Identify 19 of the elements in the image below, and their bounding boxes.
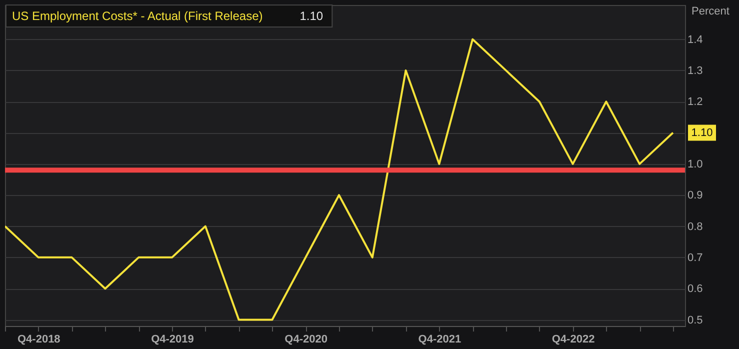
x-tick-label: Q4-2022 [552, 334, 595, 346]
y-tick-label: 0.5 [688, 314, 703, 326]
annotation: 1.10 [300, 9, 324, 23]
x-tick-label: Q4-2020 [284, 334, 328, 346]
x-tick-label: Q4-2021 [418, 334, 462, 346]
y-tick-label: 1.3 [688, 64, 703, 77]
y-tick-label: 1.0 [688, 158, 703, 170]
x-tick-label: Q4-2019 [151, 334, 194, 346]
y-axis-title: Percent [692, 6, 730, 18]
data-label: 1.10 [691, 126, 713, 139]
y-tick-label: 1.2 [688, 96, 703, 108]
y-tick-label: 1.4 [688, 34, 703, 46]
text: US Employment Costs* - Actual (First Release) [12, 9, 263, 23]
x-tick-label: Q4-2018 [17, 334, 60, 346]
line-series [5, 38, 674, 321]
y-tick-label: 0.9 [688, 190, 703, 202]
y-tick-label: 0.6 [688, 283, 703, 296]
y-tick-label: 0.8 [688, 220, 703, 233]
y-tick-label: 0.7 [688, 252, 703, 264]
